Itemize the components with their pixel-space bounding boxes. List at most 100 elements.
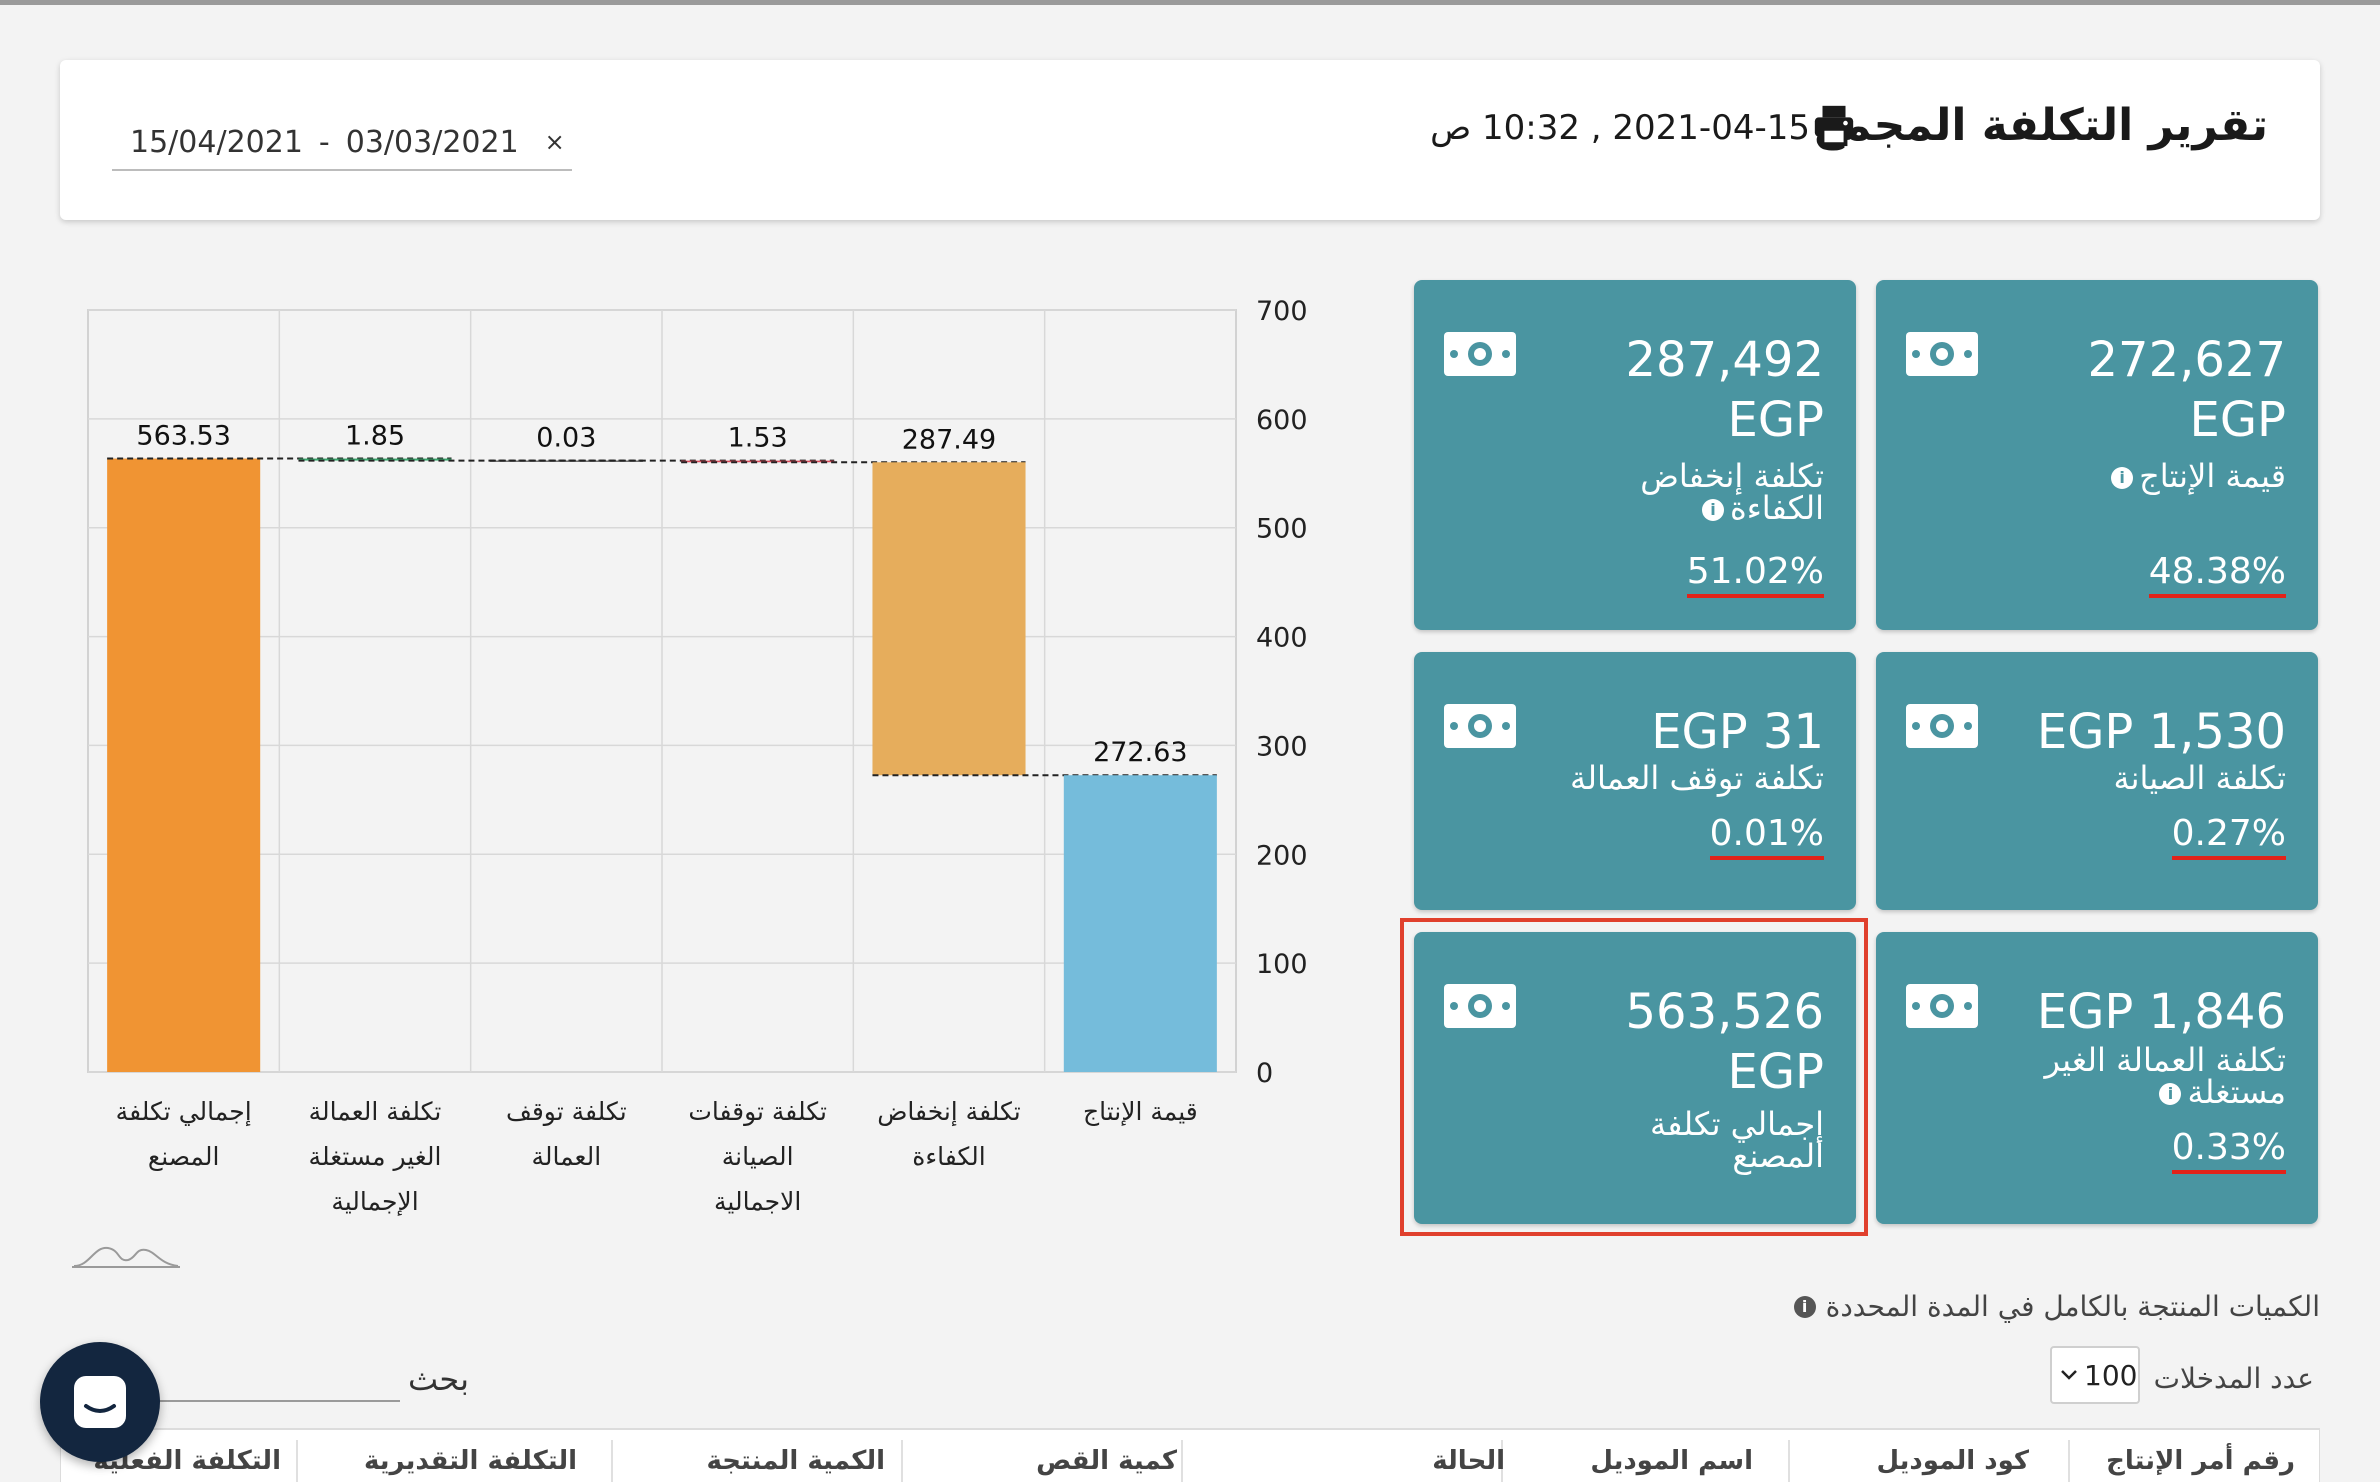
card-label-line: المصنع [1524,1140,1824,1172]
chart-bar[interactable] [298,458,452,461]
column-divider [611,1440,613,1482]
card-value-amount: EGP 31 [1651,704,1824,760]
chart-bar[interactable] [681,460,835,463]
date-range-input[interactable]: 15/04/2021 - 03/03/2021 × [112,115,572,171]
search-input[interactable] [150,1362,400,1402]
card-label-text: مستغلة [2187,1073,2286,1111]
y-tick-label: 400 [1256,623,1308,654]
card-label: تكلفة توقف العمالة [1524,762,1824,794]
y-tick-label: 100 [1256,949,1308,980]
waterfall-chart: 0 100 200 300 400 500 600 700 563.53 إجمالي تكلفة… [0,270,1360,1268]
card-label: تكلفة إنخفاض الكفاءةi [1524,460,1824,524]
printer-icon[interactable] [1811,102,1857,148]
card-label-text: تكلفة توقف العمالة [1570,759,1824,797]
card-value: 563,526 EGP [1626,982,1825,1102]
x-tick-label: الكفاءة [912,1142,986,1171]
column-header[interactable]: رقم أمر الإنتاج [2106,1446,2295,1476]
x-tick-label: العمالة [531,1142,601,1171]
production-value-card: 272,627 EGP قيمة الإنتاجi 48.38% [1876,280,2318,630]
page-title: تقرير التكلفة المجمع [1814,100,2268,151]
date-from: 15/04/2021 [130,124,303,160]
info-icon[interactable]: i [2111,467,2134,489]
card-value-amount: 272,627 [2087,332,2287,388]
card-label-text: تكلفة الصيانة [2113,759,2286,797]
efficiency-drop-cost-card: 287,492 EGP تكلفة إنخفاض الكفاءةi 51.02% [1414,280,1856,630]
column-header[interactable]: كمية القص [1036,1446,1177,1476]
cash-icon [1906,984,1978,1028]
top-border [0,0,2380,5]
cash-icon [1444,984,1516,1028]
card-label: قيمة الإنتاجi [1986,460,2286,492]
chart-bar[interactable] [1063,775,1217,1072]
y-tick-label: 200 [1256,840,1308,871]
labor-stoppage-cost-card: EGP 31 تكلفة توقف العمالة 0.01% [1414,652,1856,910]
card-value-amount: 287,492 [1625,332,1825,388]
card-label: إجمالي تكلفة المصنع [1524,1108,1824,1172]
column-header[interactable]: الكمية المنتجة [706,1446,886,1476]
card-label-line: تكلفة الصيانة [1986,762,2286,794]
card-label-text: المصنع [1732,1137,1824,1175]
column-header[interactable]: التكلفة التقديرية [363,1446,577,1476]
bar-value-label: 1.85 [345,421,405,452]
search-label: بحث [408,1360,469,1398]
x-tick-label: تكلفة توقفات [688,1097,827,1126]
card-label-line: مستغلةi [1986,1076,2286,1108]
x-tick-label: تكلفة إنخفاض [877,1097,1021,1127]
column-header[interactable]: كود الموديل [1876,1446,2029,1476]
entries-value: 100 [2084,1358,2138,1392]
card-value-amount: 563,526 [1625,984,1825,1040]
card-label-text: إجمالي تكلفة [1649,1105,1824,1143]
chat-launcher-button[interactable] [40,1342,160,1462]
report-datetime: 2021-04-15 , 10:32 ص [1430,108,1810,148]
info-icon[interactable]: i [1701,499,1724,521]
cash-icon [1906,332,1978,376]
column-divider [1788,1440,1790,1482]
card-label-line: الكفاءةi [1524,492,1824,524]
card-value: EGP 31 [1651,702,1824,762]
cash-icon [1906,704,1978,748]
x-tick-label: تكلفة العمالة [309,1097,442,1126]
card-value-amount: EGP 1,530 [2036,704,2286,760]
card-label-line: تكلفة إنخفاض [1524,460,1824,492]
card-label-text: الكفاءة [1729,489,1824,527]
info-icon[interactable]: i [2159,1083,2182,1105]
y-tick-label: 700 [1256,296,1308,327]
card-label: تكلفة العمالة الغير مستغلةi [1986,1044,2286,1108]
bar-value-label: 287.49 [902,424,996,455]
chart-bar[interactable] [107,458,261,1072]
entries-select[interactable]: 100 [2050,1346,2140,1404]
card-percent: 0.01% [1709,814,1824,860]
unused-labor-cost-card: EGP 1,846 تكلفة العمالة الغير مستغلةi 0.33% [1876,932,2318,1224]
quantities-note: الكميات المنتجة بالكامل في المدة المحددة… [1793,1290,2320,1323]
maintenance-cost-card: EGP 1,530 تكلفة الصيانة 0.27% [1876,652,2318,910]
date-to: 03/03/2021 [345,124,519,160]
table-header: رقم أمر الإنتاج كود الموديل اسم الموديل … [60,1428,2320,1482]
card-value: 272,627 EGP [2088,330,2287,450]
column-header[interactable]: الحالة [1432,1446,1505,1476]
x-tick-label: إجمالي تكلفة [116,1097,252,1127]
chart-bar[interactable] [489,460,643,462]
column-header[interactable]: اسم الموديل [1590,1446,1753,1476]
card-value-currency: EGP [1727,1044,1824,1100]
card-label-line: تكلفة توقف العمالة [1524,762,1824,794]
card-value: 287,492 EGP [1626,330,1825,450]
card-value-currency: EGP [1727,392,1824,448]
chart-bar[interactable] [872,462,1026,776]
x-tick-label: المصنع [148,1142,220,1172]
clear-date-icon[interactable]: × [544,128,565,156]
x-tick-label: تكلفة توقف [506,1097,627,1126]
info-icon[interactable]: i [1793,1295,1816,1318]
bar-value-label: 0.03 [536,423,596,454]
bar-value-label: 1.53 [728,423,788,454]
card-value-amount: EGP 1,846 [2036,984,2286,1040]
x-tick-label: الاجمالية [714,1187,801,1216]
x-tick-label: قيمة الإنتاج [1083,1097,1198,1127]
card-percent: 48.38% [2148,552,2286,598]
card-percent: 0.33% [2171,1128,2286,1174]
chart-toggle-icon[interactable] [70,1240,182,1270]
x-tick-label: الغير مستغلة [309,1142,442,1171]
y-tick-label: 0 [1256,1058,1273,1089]
total-factory-cost-card: 563,526 EGP إجمالي تكلفة المصنع [1414,932,1856,1224]
card-label-line: إجمالي تكلفة [1524,1108,1824,1140]
column-divider [1181,1440,1183,1482]
